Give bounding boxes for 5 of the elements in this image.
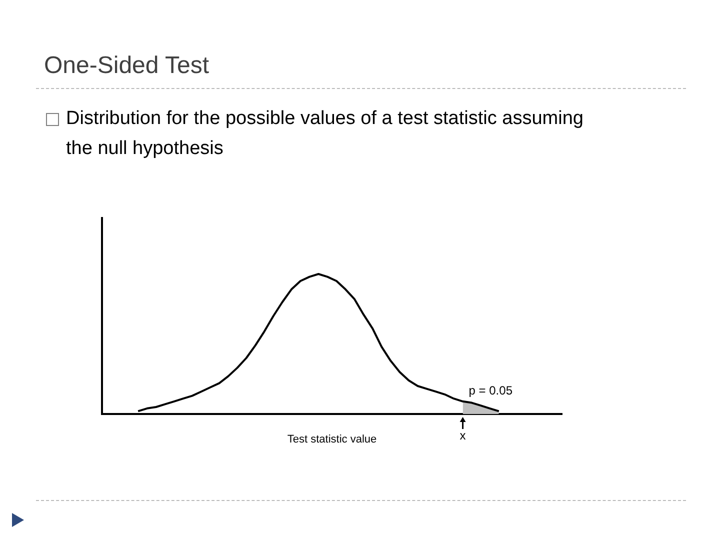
text: x bbox=[460, 428, 466, 442]
chart-subtitle: Distribution for the possible values of a test statistic assuming the null hypothesis bbox=[66, 107, 584, 161]
annotation: p = 0.05 bbox=[468, 384, 513, 398]
chart-title: One-Sided Test bbox=[44, 52, 209, 80]
x-axis-title: Test statistic value bbox=[287, 433, 377, 446]
